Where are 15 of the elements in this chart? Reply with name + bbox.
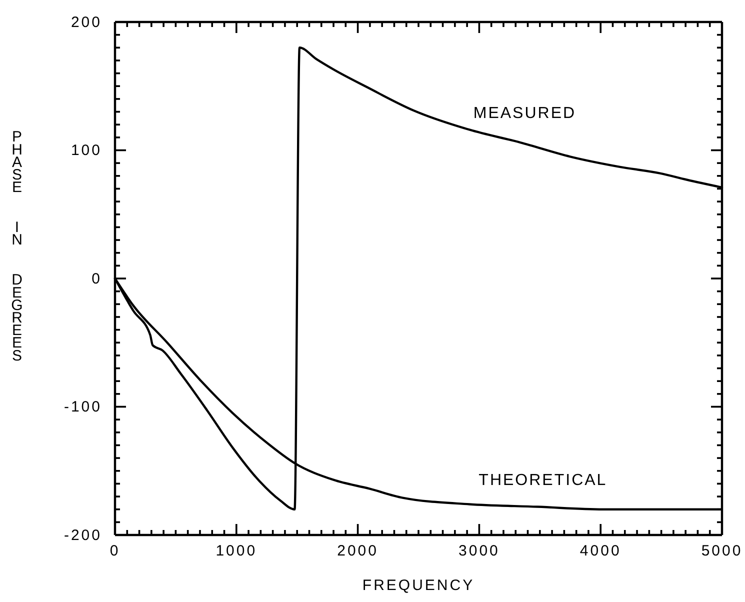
y-tick-label: -200 bbox=[64, 526, 102, 544]
x-tick-label: 4000 bbox=[580, 542, 622, 560]
y-tick-label: 100 bbox=[70, 142, 102, 160]
x-tick-label: 0 bbox=[110, 542, 120, 560]
y-tick-label: -100 bbox=[64, 398, 102, 416]
x-axis-title: FREQUENCY bbox=[362, 577, 475, 594]
x-tick-label: 5000 bbox=[701, 542, 743, 560]
text: PHASE IN DEGREES bbox=[11, 128, 23, 364]
series-label: MEASURED bbox=[473, 104, 576, 122]
series-label: THEORETICAL bbox=[478, 472, 608, 490]
x-tick-label: 1000 bbox=[216, 542, 258, 560]
x-tick-label: 2000 bbox=[337, 542, 378, 560]
x-tick-label: 3000 bbox=[458, 542, 500, 560]
y-tick-label: 200 bbox=[70, 14, 102, 31]
y-tick-label: 0 bbox=[92, 270, 102, 288]
